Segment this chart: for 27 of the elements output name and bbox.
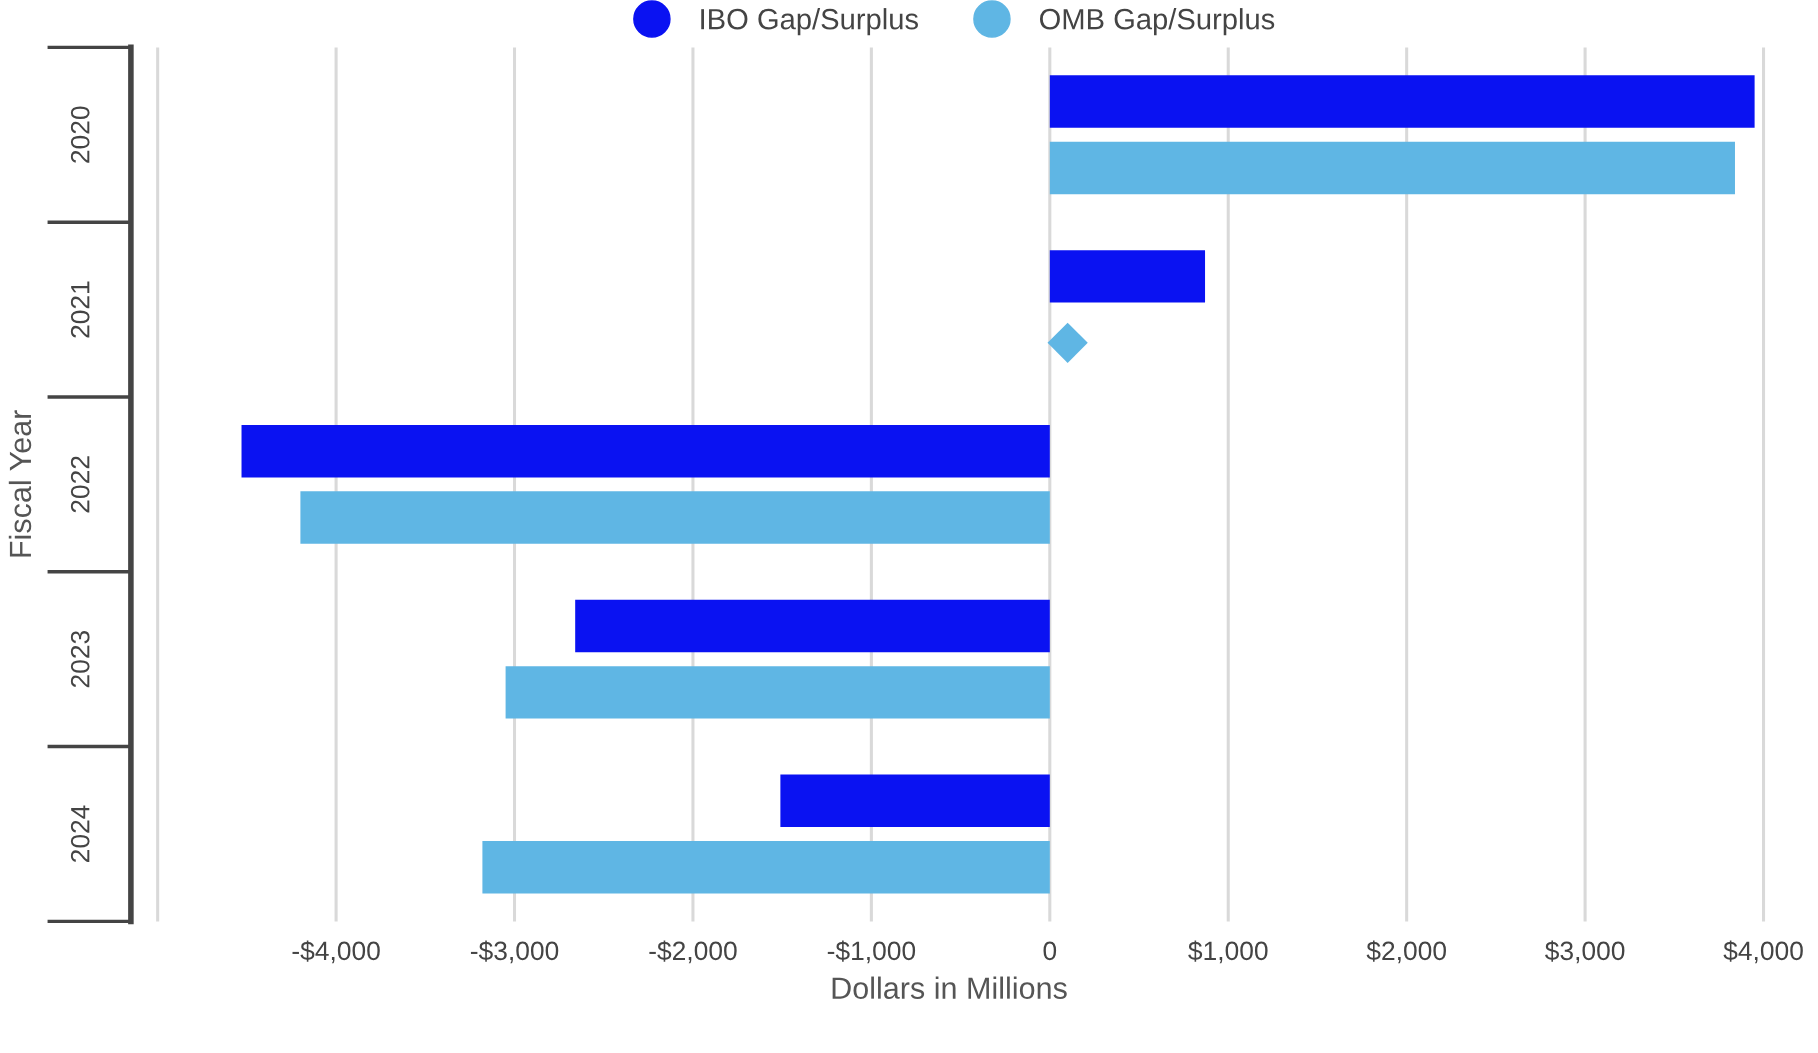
bar [1049, 141, 1735, 195]
x-tick-label: $2,000 [1366, 940, 1446, 964]
y-tick-label: 2023 [70, 630, 90, 688]
bar [482, 840, 1050, 894]
y-tick-label: 2020 [70, 106, 90, 163]
bar [575, 599, 1050, 653]
x-tick-label: -$4,000 [292, 940, 380, 964]
x-axis-title: Dollars in Millions [832, 976, 1067, 999]
legend-label: IBO Gap/Surplus [701, 8, 918, 36]
legend-label: OMB Gap/Surplus [1039, 8, 1275, 36]
x-tick-label: $3,000 [1545, 940, 1625, 964]
x-tick-label: -$2,000 [649, 940, 737, 964]
bar [300, 491, 1050, 544]
y-axis-title: Fiscal Year [8, 410, 32, 557]
x-tick-label: -$1,000 [827, 940, 916, 964]
x-tick-label: $1,000 [1188, 940, 1268, 964]
x-tick-label: $4,000 [1723, 940, 1803, 964]
bar [1049, 250, 1206, 303]
bar [241, 424, 1050, 478]
bar [780, 774, 1050, 827]
bar [505, 666, 1050, 719]
bar [1049, 75, 1755, 128]
y-tick-label: 2022 [70, 456, 90, 513]
y-tick-label: 2024 [70, 805, 90, 862]
x-tick-label: 0 [1043, 941, 1057, 961]
y-tick-label: 2021 [70, 281, 90, 338]
x-tick-label: -$3,000 [470, 940, 559, 964]
